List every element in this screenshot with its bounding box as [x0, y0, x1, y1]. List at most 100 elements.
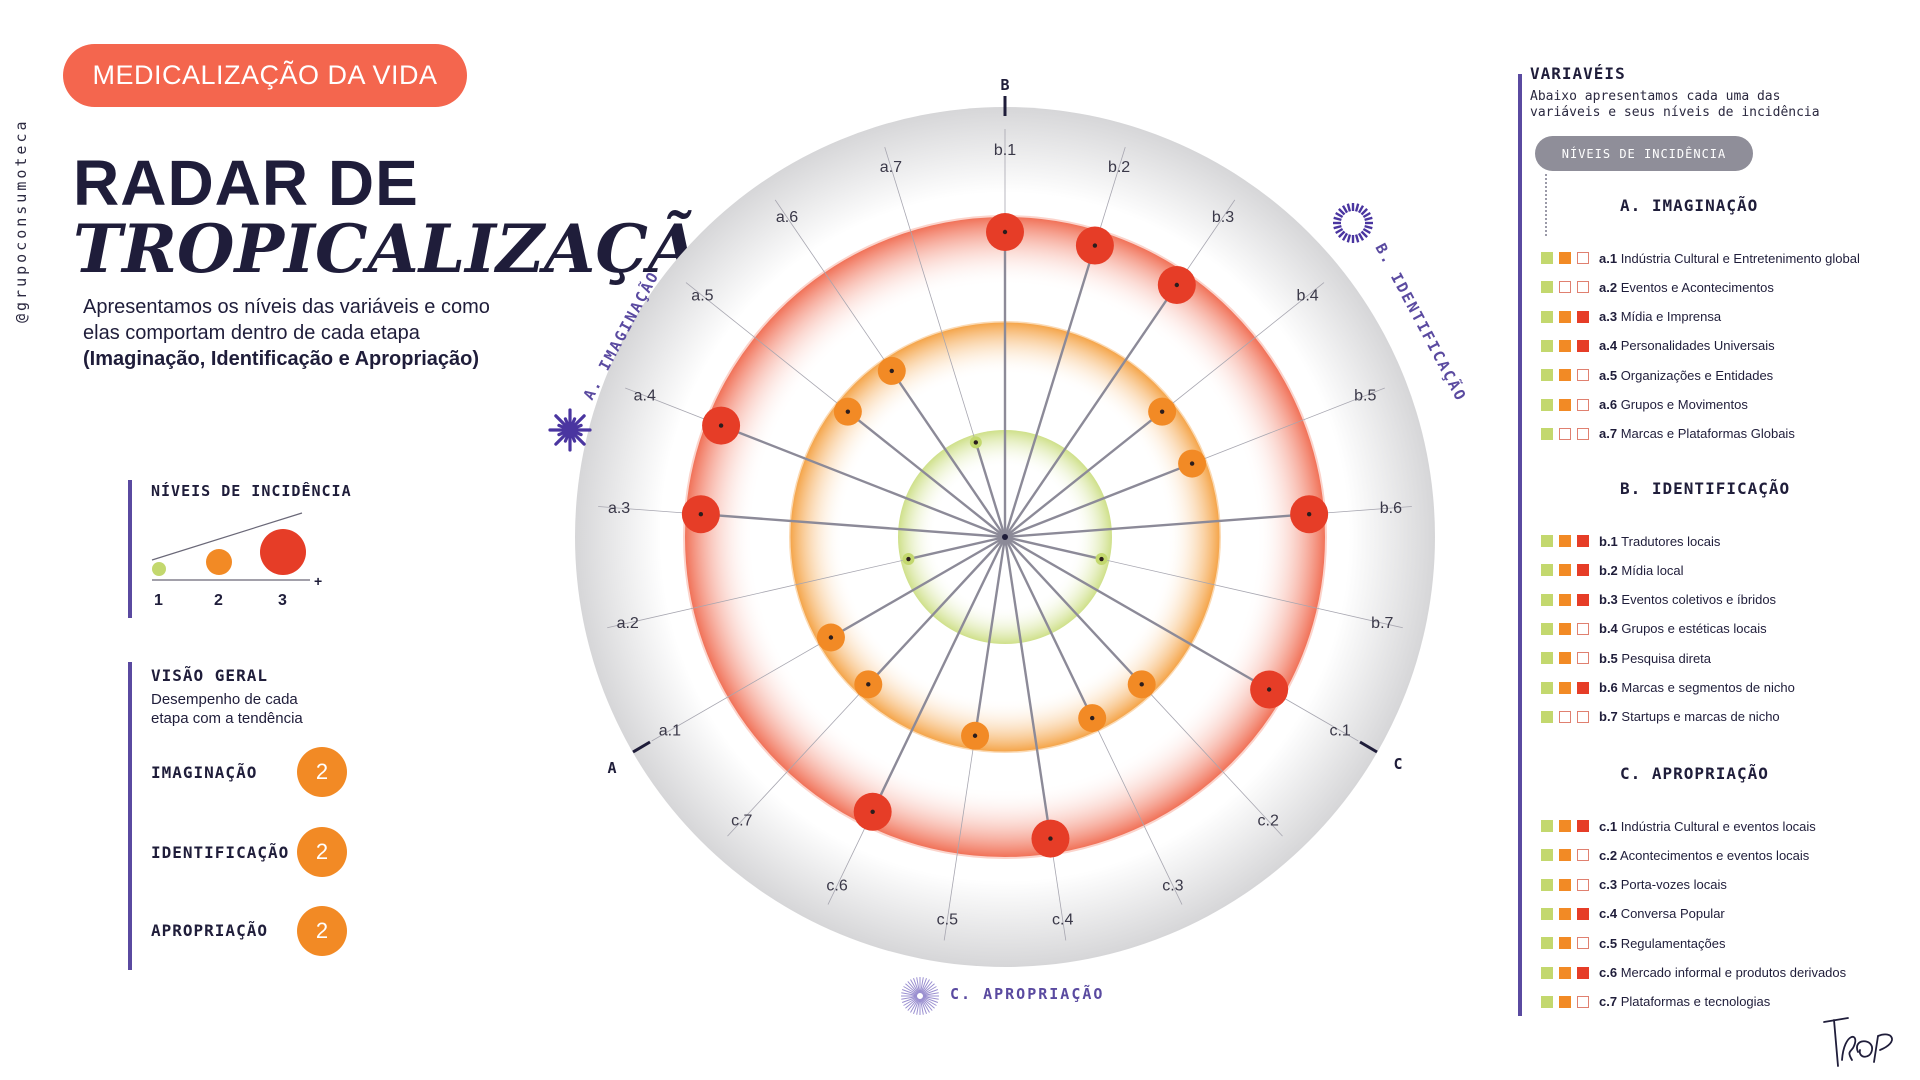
level-square-1	[1541, 622, 1553, 635]
level-square-3	[1577, 849, 1589, 862]
variable-row-c-4: c.4 Conversa Popular	[1541, 906, 1725, 922]
point-center-a-5	[845, 409, 851, 414]
levels-title: NÍVEIS DE INCIDÊNCIA	[151, 482, 352, 500]
level-square-1	[1541, 310, 1553, 323]
overview-title: VISÃO GERAL	[151, 666, 268, 685]
level-square-2	[1559, 966, 1571, 979]
level-square-2	[1559, 252, 1571, 264]
level-square-2	[1559, 281, 1571, 294]
level-square-3	[1577, 369, 1589, 382]
level-square-2	[1559, 622, 1571, 635]
variable-row-b-1: b.1 Tradutores locais	[1541, 533, 1720, 549]
point-center-b-3	[1174, 282, 1180, 288]
level-square-3	[1577, 339, 1589, 352]
point-center-c-6	[870, 809, 875, 814]
overview-badge-apropriacao: 2	[297, 906, 347, 956]
level-square-1	[1541, 564, 1553, 577]
level-square-2	[1559, 878, 1571, 891]
value-points	[681, 213, 1329, 858]
incidence-levels-pill: NÍVEIS DE INCIDÊNCIA	[1535, 136, 1753, 171]
variable-label: a.3 Mídia e Imprensa	[1599, 309, 1722, 325]
level-square-2	[1559, 907, 1571, 920]
variable-row-c-6: c.6 Mercado informal e produtos derivado…	[1541, 965, 1846, 981]
level-label-3: 3	[278, 592, 287, 609]
point-center-c-2	[1139, 682, 1144, 687]
variable-row-b-4: b.4 Grupos e estéticas locais	[1541, 621, 1767, 637]
level-square-1	[1541, 398, 1553, 411]
level-square-1	[1541, 427, 1553, 440]
variable-row-a-1: a.1 Indústria Cultural e Entretenimento …	[1541, 250, 1860, 266]
trend-line	[151, 512, 303, 561]
level-square-3	[1577, 252, 1589, 264]
level-square-3	[1577, 966, 1589, 979]
overview-label-apropriacao: APROPRIAÇÃO	[151, 921, 268, 940]
variable-label: a.1 Indústria Cultural e Entretenimento …	[1599, 250, 1860, 266]
overview-desc-line-2: etapa com a tendência	[151, 710, 303, 727]
overview-badge-identificacao: 2	[297, 827, 347, 877]
variables-desc-line-2: variáveis e seus níveis de incidência	[1530, 105, 1820, 120]
spoke-labels: a.1 a.2 a.3 a.4 a.5 a.6 a.7 b.1 b.2 b.3 b.4 b.5 b.6 b…	[608, 142, 1402, 929]
level-square-1	[1541, 281, 1553, 294]
marker-a: A	[607, 759, 616, 777]
variables-section-title-3: C. APROPRIAÇÃO	[1620, 764, 1769, 783]
point-center-a-4	[718, 423, 724, 428]
label-b-6: b.6	[1380, 500, 1402, 517]
level-square-2	[1559, 710, 1571, 723]
variable-label: a.4 Personalidades Universais	[1599, 338, 1775, 354]
level-square-2	[1559, 310, 1571, 323]
topic-pill: MEDICALIZAÇÃO DA VIDA	[63, 44, 467, 107]
level-square-1	[1541, 339, 1553, 352]
spoke-a-5	[847, 410, 1006, 538]
spoke-b-6	[1004, 513, 1310, 539]
spoke-c-3	[1003, 536, 1094, 719]
spoke-c-1	[1004, 535, 1270, 691]
subtitle-bold: (Imaginação, Identificação e Apropriação…	[83, 348, 480, 370]
level-square-3	[1577, 398, 1589, 411]
variable-label: c.7 Plataformas e tecnologias	[1599, 994, 1771, 1010]
variable-row-b-6: b.6 Marcas e segmentos de nicho	[1541, 680, 1795, 696]
variable-label: c.5 Regulamentações	[1599, 935, 1726, 951]
level-3-dot	[260, 529, 306, 575]
variable-label: a.2 Eventos e Acontecimentos	[1599, 279, 1774, 295]
variable-row-c-1: c.1 Indústria Cultural e eventos locais	[1541, 818, 1816, 834]
level-square-3	[1577, 622, 1589, 635]
variable-label: b.4 Grupos e estéticas locais	[1599, 621, 1767, 637]
spoke-a-7	[974, 442, 1007, 538]
level-square-1	[1541, 593, 1553, 606]
label-b-1: b.1	[994, 142, 1016, 159]
level-square-3	[1577, 427, 1589, 440]
level-square-3	[1577, 652, 1589, 665]
level-label-1: 1	[154, 592, 163, 609]
level-1-dot	[152, 562, 166, 576]
spoke-b-3	[1004, 284, 1178, 538]
title-line-2: TROPICALIZAÇÃO	[73, 210, 757, 288]
level-square-1	[1541, 681, 1553, 694]
marker-a-tick	[632, 740, 651, 754]
level-square-2	[1559, 681, 1571, 694]
point-center-c-1	[1266, 687, 1272, 692]
sunburst-icon	[901, 977, 939, 1015]
variable-label: b.1 Tradutores locais	[1599, 533, 1721, 549]
point-center-a-6	[889, 368, 894, 374]
overview-desc: Desempenho de cada etapa com a tendência	[151, 690, 351, 728]
level-square-1	[1541, 252, 1553, 264]
variable-row-b-3: b.3 Eventos coletivos e íbridos	[1541, 592, 1776, 608]
dotted-ring-icon	[1333, 203, 1373, 243]
label-a-4: a.4	[634, 388, 656, 405]
variable-label: a.6 Grupos e Movimentos	[1599, 397, 1748, 412]
spoke-a-4	[720, 424, 1006, 539]
label-c-7: c.7	[731, 813, 752, 830]
level-square-3	[1577, 907, 1589, 920]
level-square-2	[1559, 339, 1571, 352]
spoke-c-4	[1003, 536, 1052, 839]
variable-row-b-7: b.7 Startups e marcas de nicho	[1541, 709, 1780, 725]
level-square-3	[1577, 995, 1589, 1008]
variables-section-title-1: A. IMAGINAÇÃO	[1620, 196, 1759, 215]
variable-label: b.3 Eventos coletivos e íbridos	[1599, 592, 1777, 608]
level-square-2	[1559, 398, 1571, 411]
spoke-c-7	[867, 536, 1006, 686]
subtitle-line-1: Apresentamos os níveis das variáveis e c…	[83, 296, 490, 318]
level-square-2	[1559, 820, 1571, 832]
variable-row-b-2: b.2 Mídia local	[1541, 562, 1684, 578]
level-square-1	[1541, 966, 1553, 979]
